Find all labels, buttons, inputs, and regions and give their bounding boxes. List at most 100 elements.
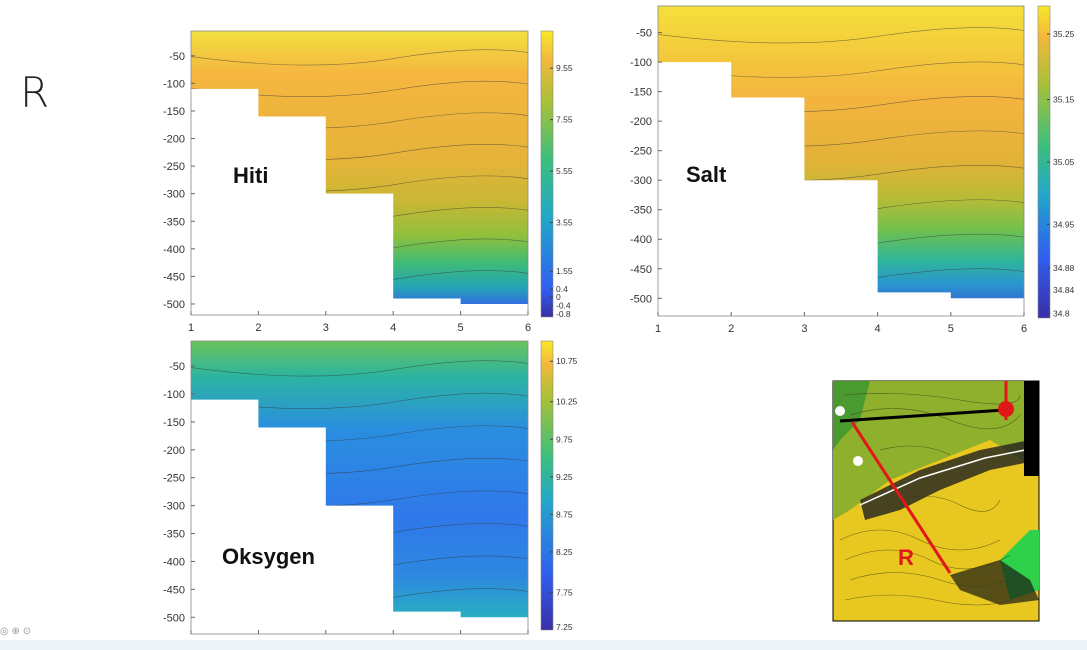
y-tick-label: -450	[163, 271, 185, 283]
map-channel	[860, 440, 1039, 520]
map-dark-area	[950, 560, 1039, 605]
map-black-edge	[1024, 381, 1039, 476]
x-tick-label: 4	[875, 323, 881, 335]
contour-plot-hiti: -50-100-150-200-250-300-350-400-450-5001…	[163, 30, 573, 334]
view-icon[interactable]: ◎	[0, 626, 9, 637]
colorbar-tick-label: 34.8	[1053, 308, 1070, 318]
y-tick-label: -500	[163, 299, 185, 311]
y-tick-label: -50	[169, 361, 185, 373]
colorbar-tick-label: -0.8	[556, 309, 571, 319]
colorbar-tick-label: 34.95	[1053, 219, 1075, 229]
x-tick-label: 4	[390, 322, 396, 334]
plot-frame	[190, 340, 529, 635]
colorbar	[540, 30, 554, 318]
y-tick-label: -150	[630, 87, 652, 99]
y-tick-label: -250	[163, 161, 185, 173]
colorbar-tick-label: 7.75	[556, 587, 573, 597]
y-tick-label: -400	[163, 556, 185, 568]
y-tick-label: -100	[163, 78, 185, 90]
x-tick-label: 5	[948, 323, 954, 335]
plot-frame	[657, 5, 1025, 317]
y-tick-label: -350	[163, 529, 185, 541]
map-inset: R	[832, 380, 1040, 622]
y-tick-label: -250	[630, 146, 652, 158]
plot-title: Salt	[686, 162, 727, 187]
y-tick-label: -200	[163, 134, 185, 146]
bottom-bar	[0, 640, 1087, 650]
colorbar-tick-label: 9.25	[556, 472, 573, 482]
slide-letter: R	[20, 68, 50, 117]
contour-plot-oksygen: -50 -100 -150 -200 -250 -300 -350 -400 -450 -500 1…	[163, 340, 578, 650]
colorbar-tick-label: 1.55	[556, 266, 573, 276]
y-tick-label: -150	[163, 417, 185, 429]
map-shoreline	[859, 447, 1036, 506]
plot-frame	[190, 30, 529, 316]
y-tick-label: -200	[630, 116, 652, 128]
y-tick-label: -400	[630, 234, 652, 246]
map-north-region	[833, 381, 1039, 520]
colorbar	[540, 340, 554, 631]
plot-title: Hiti	[233, 163, 268, 188]
colorbar-tick-label: 10.75	[556, 356, 578, 366]
x-tick-label: 3	[323, 322, 329, 334]
y-tick-label: -300	[630, 175, 652, 187]
more-icon[interactable]: ⊙	[22, 626, 32, 637]
colorbar-tick-label: 34.88	[1053, 263, 1075, 273]
colorbar-tick-label: 7.25	[556, 622, 573, 632]
y-tick-label: -350	[163, 216, 185, 228]
bathymetry-mask	[191, 88, 528, 315]
y-tick-label: -100	[630, 57, 652, 69]
colorbar-tick-label: 10.25	[556, 397, 578, 407]
map-contours	[839, 393, 1021, 606]
colorbar-tick-label: 0	[556, 292, 561, 302]
colorbar-tick-label: 3.55	[556, 218, 573, 228]
y-tick-label: -250	[163, 473, 185, 485]
y-tick-label: -100	[163, 389, 185, 401]
y-tick-label: -300	[163, 189, 185, 201]
contour-line	[190, 49, 529, 66]
map-white-dot-2	[853, 456, 863, 466]
x-tick-label: 1	[655, 323, 661, 335]
map-red-marker	[998, 401, 1014, 417]
colorbar-tick-label: 8.75	[556, 509, 573, 519]
map-green-patch	[833, 381, 870, 450]
map-red-transect	[850, 421, 952, 574]
y-tick-label: -50	[636, 28, 652, 40]
colorbar-tick-label: 35.05	[1053, 157, 1075, 167]
y-tick-label: -450	[163, 584, 185, 596]
x-tick-label: 6	[1021, 323, 1027, 335]
colorbar-tick-label: 9.75	[556, 434, 573, 444]
colorbar-tick-label: 7.55	[556, 115, 573, 125]
colorbar-tick-label: 35.15	[1053, 95, 1075, 105]
contour-plot-salt: -50 -100 -150 -200 -250 -300 -350 -400 -450 -500 1…	[630, 5, 1075, 335]
corner-icons: ◎ ⊕ ⊙	[0, 626, 31, 637]
colorbar-tick-label: 8.25	[556, 547, 573, 557]
y-tick-label: -500	[163, 612, 185, 624]
bathymetry-mask	[191, 399, 528, 634]
colorbar-tick-label: 35.25	[1053, 29, 1075, 39]
colorbar-tick-label: -0.4	[556, 301, 571, 311]
y-tick-label: -450	[630, 264, 652, 276]
map-white-dot-1	[835, 406, 845, 416]
colorbar-tick-label: 5.55	[556, 166, 573, 176]
x-tick-label: 6	[525, 322, 531, 334]
y-tick-label: -350	[630, 205, 652, 217]
x-tick-label: 2	[255, 322, 261, 334]
colorbar-tick-label: 9.55	[556, 63, 573, 73]
x-tick-label: 1	[188, 322, 194, 334]
plot-title: Oksygen	[222, 544, 315, 569]
colorbar-tick-label: 34.84	[1053, 285, 1075, 295]
contour-line	[190, 360, 529, 377]
y-tick-label: -500	[630, 293, 652, 305]
map-black-transect	[839, 408, 1005, 423]
y-tick-label: -150	[163, 106, 185, 118]
search-icon[interactable]: ⊕	[11, 626, 20, 637]
y-tick-label: -200	[163, 445, 185, 457]
x-tick-label: 5	[458, 322, 464, 334]
bathymetry-mask	[658, 62, 1024, 316]
map-label: R	[898, 545, 914, 570]
y-tick-label: -50	[169, 51, 185, 63]
y-tick-label: -400	[163, 244, 185, 256]
